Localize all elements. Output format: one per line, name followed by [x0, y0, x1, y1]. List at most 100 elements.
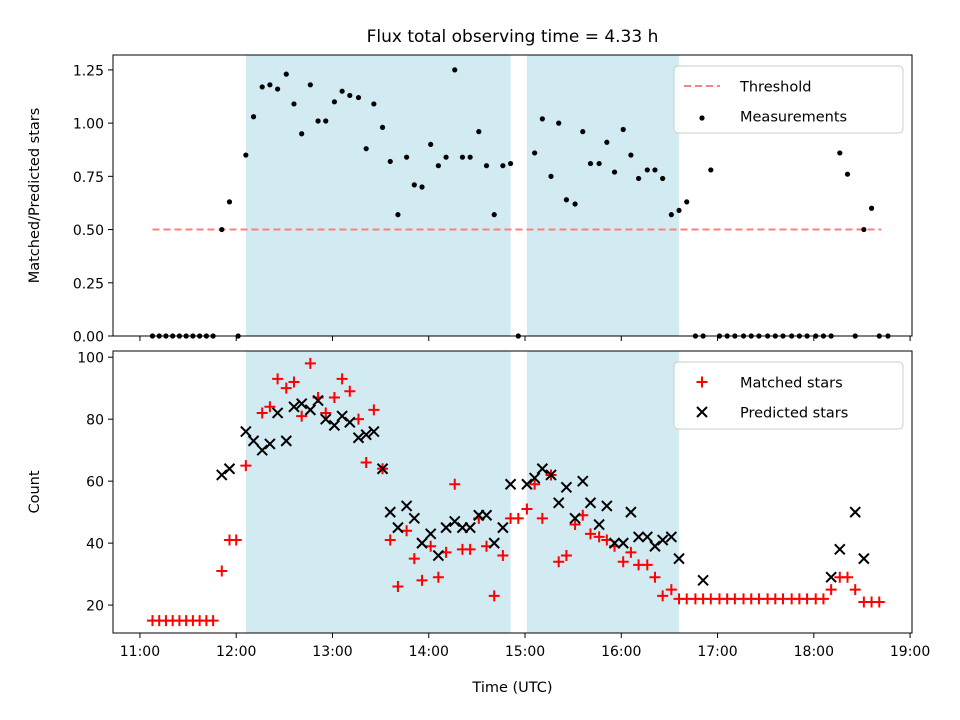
observing-window [526, 55, 680, 336]
data-point [392, 581, 404, 593]
y-tick-label: 0.00 [73, 330, 104, 346]
data-point [464, 521, 476, 534]
data-point [545, 469, 557, 481]
data-point [387, 158, 393, 165]
data-point [569, 512, 581, 525]
data-point [676, 207, 682, 214]
data-point [601, 500, 613, 512]
y-tick-label: 100 [77, 351, 104, 367]
chart-title: Flux total observing time = 4.33 h [367, 27, 659, 47]
data-point [384, 506, 396, 518]
data-point [577, 475, 589, 487]
data-point [873, 596, 885, 608]
data-point [572, 201, 578, 207]
plot-frame [112, 350, 913, 634]
data-point [536, 512, 548, 524]
data-point [834, 543, 846, 556]
data-point [708, 167, 714, 173]
data-point [419, 184, 425, 190]
legend-label: Measurements [740, 110, 847, 126]
data-point [480, 509, 493, 521]
data-point [660, 175, 666, 182]
x-tick-label: 14:00 [409, 644, 449, 660]
data-point [844, 171, 851, 177]
data-point [649, 571, 661, 583]
data-point [275, 86, 281, 92]
observing-window [245, 351, 511, 633]
data-point [280, 382, 292, 394]
data-point [368, 404, 380, 416]
data-point [264, 401, 276, 413]
data-point [644, 167, 650, 173]
legend: Matched stars Predicted stars [673, 361, 904, 430]
data-point [336, 410, 348, 422]
observing-window [245, 55, 511, 336]
data-point [656, 534, 669, 546]
data-point [464, 543, 476, 555]
x-axis-label: Time (UTC) [471, 680, 552, 696]
data-point [684, 199, 690, 205]
data-point [267, 82, 273, 88]
data-point [620, 126, 626, 133]
data-point [371, 101, 377, 107]
data-point [584, 528, 596, 540]
data-point [488, 590, 500, 602]
data-point [625, 546, 637, 558]
data-point [636, 175, 642, 182]
x-axis: 11:00 12:00 13:00 14:00 15:00 16:00 17:00 18:00… [120, 633, 930, 660]
data-point [404, 154, 410, 160]
data-point [825, 571, 837, 583]
data-point [512, 512, 524, 524]
data-point [226, 199, 233, 205]
data-point [500, 163, 506, 169]
y-axis: 0.00 0.25 0.50 0.75 1.00 1.25 [73, 63, 113, 346]
data-point [411, 182, 417, 188]
y-tick-label: 60 [86, 475, 104, 491]
series-predicted-stars [216, 394, 870, 587]
legend-entry: Matched stars [696, 376, 843, 392]
data-point [355, 94, 362, 101]
data-point [625, 506, 637, 518]
data-point [593, 531, 605, 543]
data-point [312, 394, 324, 407]
legend-label: Matched stars [740, 376, 843, 392]
data-point [539, 116, 545, 122]
data-point [347, 92, 353, 99]
data-point [569, 519, 581, 531]
data-point [665, 531, 678, 543]
data-point [665, 584, 677, 596]
data-point [628, 152, 634, 158]
data-point [673, 552, 685, 565]
x-tick-label: 13:00 [312, 644, 352, 660]
x-tick-label: 12:00 [216, 644, 256, 660]
y-tick-label: 80 [86, 413, 104, 429]
data-point [584, 497, 597, 509]
data-point [272, 373, 284, 385]
data-point [323, 118, 329, 124]
y-tick-label: 0.75 [73, 170, 104, 186]
data-point [587, 160, 594, 167]
data-point [467, 154, 473, 160]
data-point [596, 160, 602, 167]
data-point [339, 88, 345, 94]
y-tick-label: 20 [86, 599, 104, 615]
data-point [697, 574, 709, 587]
y-tick-label: 0.50 [73, 223, 104, 239]
data-point [617, 537, 629, 549]
data-point [352, 413, 364, 425]
legend-entry: Predicted stars [696, 406, 848, 422]
data-point [424, 528, 437, 540]
data-point [553, 556, 565, 568]
data-point [207, 615, 219, 627]
data-point [401, 525, 413, 537]
data-point [392, 521, 404, 534]
data-point [432, 571, 444, 583]
data-point [259, 84, 265, 90]
data-point [379, 124, 386, 130]
data-point [488, 537, 500, 549]
data-point [264, 438, 276, 450]
data-point [858, 552, 870, 565]
legend-swatch [696, 376, 708, 388]
data-point [240, 425, 252, 438]
data-point [449, 515, 461, 528]
